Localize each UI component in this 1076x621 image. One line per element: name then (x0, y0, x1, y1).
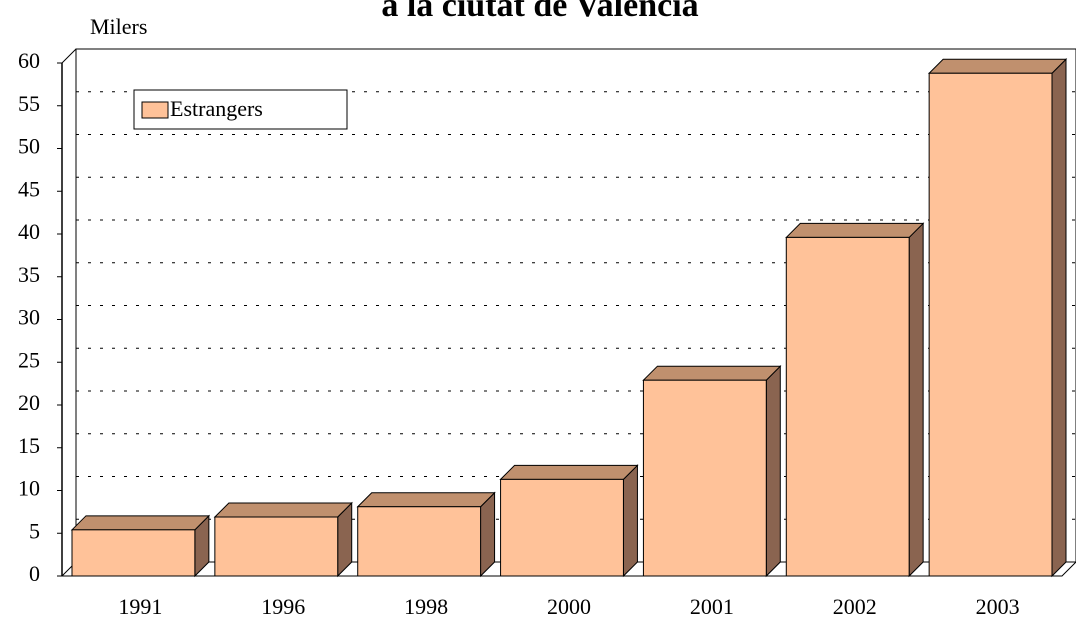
bar (642, 379, 767, 577)
y-tick-label: 5 (29, 518, 40, 543)
legend-label: Estrangers (170, 96, 263, 121)
y-tick-label: 35 (18, 262, 40, 287)
bar-top (499, 464, 639, 480)
y-tick-label: 40 (18, 219, 40, 244)
y-tick-label: 45 (18, 176, 40, 201)
bar-top (356, 492, 496, 508)
x-tick-label: 1996 (261, 594, 305, 619)
bar-side (765, 364, 781, 578)
bar (214, 516, 339, 577)
bar (500, 478, 624, 577)
bar-top (927, 58, 1068, 74)
bar (928, 72, 1053, 577)
x-tick-label: 2003 (976, 594, 1020, 619)
x-tick-label: 2001 (690, 594, 734, 619)
legend-swatch (141, 101, 169, 119)
bar-side (1051, 58, 1067, 578)
bar-side (908, 222, 924, 578)
bar-top (785, 222, 925, 238)
y-tick-label: 25 (18, 347, 40, 372)
legend-box (133, 89, 348, 130)
bar-top (213, 502, 353, 518)
x-tick-label: 2002 (833, 594, 877, 619)
bar (785, 236, 910, 577)
y-tick-label: 30 (18, 305, 40, 330)
bar (357, 506, 482, 577)
bar (71, 529, 196, 577)
chart-title: a la ciutat de Valencia (381, 0, 698, 24)
y-axis-label: Milers (90, 14, 147, 39)
bar-side (622, 464, 638, 578)
y-tick-label: 50 (18, 134, 40, 159)
x-tick-label: 2000 (547, 594, 591, 619)
y-tick-label: 10 (18, 476, 40, 501)
side-wall (61, 48, 77, 64)
y-tick-label: 55 (18, 91, 40, 116)
y-tick-label: 0 (29, 561, 40, 586)
y-tick-label: 20 (18, 390, 40, 415)
y-tick-label: 60 (18, 48, 40, 73)
x-tick-label: 1998 (404, 594, 448, 619)
x-tick-label: 1991 (118, 594, 162, 619)
bar-top (642, 365, 782, 381)
bar-top (70, 515, 211, 531)
y-tick-label: 15 (18, 433, 40, 458)
